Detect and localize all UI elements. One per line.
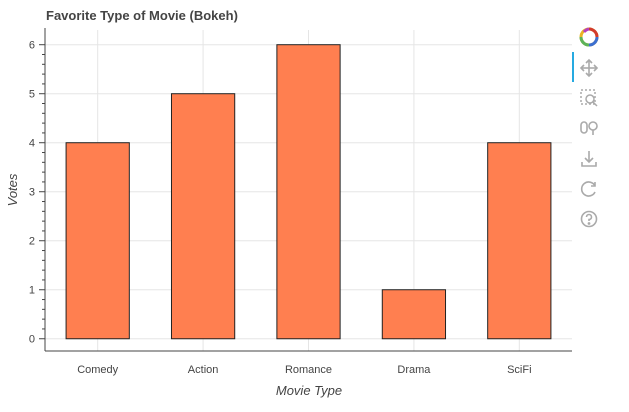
toolbar [572, 24, 602, 234]
y-tick-label: 4 [29, 138, 35, 150]
box-zoom-icon[interactable] [578, 87, 600, 109]
x-tick-label: SciFi [507, 364, 531, 376]
reset-icon[interactable] [578, 178, 600, 200]
help-icon[interactable] [578, 208, 600, 230]
x-tick-label: Comedy [77, 364, 118, 376]
bars [65, 44, 552, 340]
bar-comedy [65, 142, 130, 340]
wheel-zoom-icon[interactable] [578, 117, 600, 139]
bar-drama [381, 289, 447, 340]
x-axis-label: Movie Type [276, 383, 342, 398]
x-tick-label: Action [188, 364, 219, 376]
save-icon[interactable] [578, 148, 600, 170]
x-tick-label: Romance [285, 364, 332, 376]
y-tick-label: 1 [29, 285, 35, 297]
y-axis-label: Votes [5, 173, 20, 206]
active-tool-indicator [572, 52, 574, 82]
y-tick-label: 5 [29, 89, 35, 101]
y-tick-label: 0 [29, 334, 35, 346]
bokeh-logo-icon[interactable] [578, 26, 600, 48]
axes: 0 1 2 3 4 5 6 Comedy Action Romance Drama SciFi [29, 28, 572, 376]
bar-action [170, 93, 236, 340]
y-tick-label: 6 [29, 40, 35, 52]
y-tick-label: 2 [29, 236, 35, 248]
pan-icon[interactable] [578, 57, 600, 79]
bar-scifi [487, 142, 552, 340]
y-tick-label: 3 [29, 187, 35, 199]
bar-romance [276, 44, 341, 340]
chart-title: Favorite Type of Movie (Bokeh) [46, 8, 238, 23]
x-tick-label: Drama [397, 364, 431, 376]
